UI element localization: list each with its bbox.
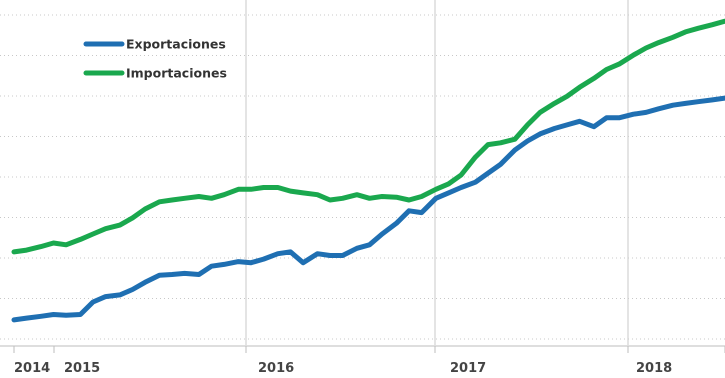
x-tick-label-2014: 2014: [14, 361, 50, 376]
x-axis-tick-labels: 2014 2015 2016 2017 2018: [14, 361, 672, 376]
x-tick-label-2015: 2015: [64, 361, 100, 376]
gridlines: [0, 0, 725, 353]
x-tick-label-2016: 2016: [258, 361, 294, 376]
x-tick-label-2018: 2018: [636, 361, 672, 376]
legend-label-exportaciones: Exportaciones: [126, 37, 226, 52]
series-line-importaciones: [11, 18, 725, 255]
series-line-exportaciones: [11, 95, 725, 323]
legend-label-importaciones: Importaciones: [126, 66, 227, 81]
legend: Exportaciones Importaciones: [83, 37, 227, 81]
series-lines: [11, 18, 725, 323]
x-tick-label-2017: 2017: [450, 361, 486, 376]
